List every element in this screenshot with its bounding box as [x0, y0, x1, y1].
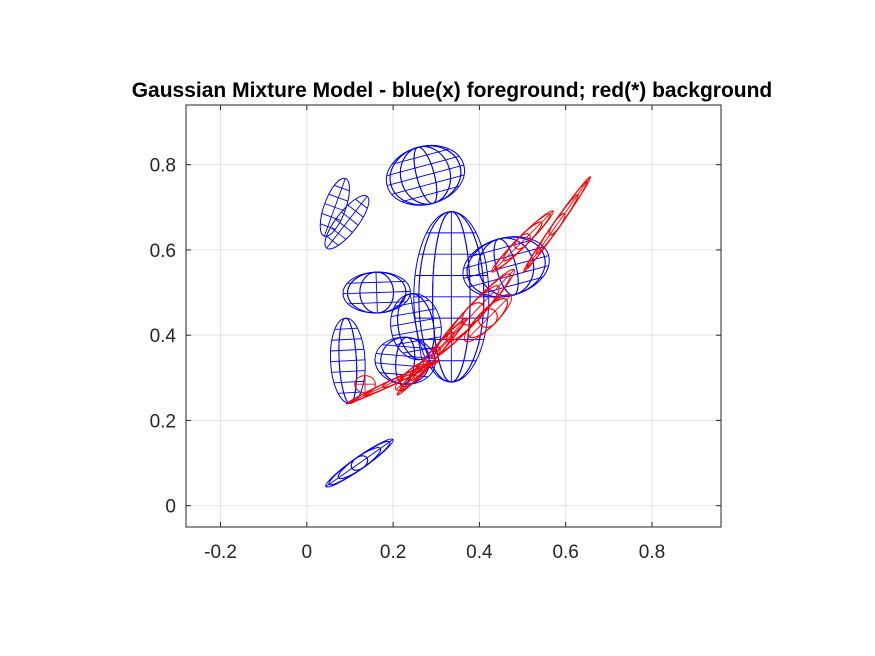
background-ellipsoid: [463, 293, 513, 343]
ellipsoid-meridian: [418, 211, 485, 383]
ellipsoid-meridian: [526, 180, 588, 268]
ellipsoid-latitude: [386, 155, 460, 177]
ellipsoid-latitude: [386, 164, 464, 187]
ellipsoid-latitude: [331, 338, 362, 341]
ellipsoid-meridian: [400, 321, 464, 392]
x-tick-label: 0: [302, 542, 313, 563]
x-tick-label: 0.6: [552, 542, 578, 563]
plot-area: [185, 104, 722, 528]
ellipsoid-latitude: [331, 370, 366, 373]
y-tick-label: 0.4: [150, 326, 177, 347]
foreground-ellipsoid: [342, 271, 411, 314]
ellipsoid-latitude: [334, 327, 358, 330]
ellipsoid-meridian: [466, 236, 546, 298]
foreground-ellipsoid: [324, 195, 370, 250]
ellipsoid-meridian: [350, 361, 436, 403]
ellipsoid-latitude: [338, 391, 361, 394]
ellipsoid-meridian: [326, 196, 368, 249]
x-tick-label: 0.4: [466, 542, 493, 563]
ellipsoid-latitude: [479, 276, 543, 295]
ellipsoid-latitude: [491, 210, 554, 273]
ellipsoid-latitude: [431, 269, 515, 359]
ellipsoid-meridian: [494, 213, 551, 270]
ellipsoid-meridian: [397, 293, 435, 361]
ellipsoid-meridian: [389, 145, 462, 206]
ellipsoid-latitude: [333, 380, 364, 384]
ellipsoid-latitude: [468, 265, 549, 288]
plot-background: [186, 105, 721, 527]
axes-box: [185, 104, 722, 528]
ellipsoid-latitude: [345, 359, 441, 405]
tick-marks: [186, 105, 721, 527]
y-tick-labels: 0 0.2 0.4 0.6 0.8: [150, 156, 177, 518]
ellipsoid-latitude: [464, 294, 512, 342]
x-tick-label: -0.2: [204, 542, 237, 563]
ellipsoid-latitude: [469, 239, 533, 258]
foreground-ellipsoid: [385, 145, 466, 206]
background-ellipsoid: [396, 317, 468, 396]
chart-title: Gaussian Mixture Model - blue(x) foregro…: [132, 79, 773, 102]
ellipsoid-latitude: [330, 359, 366, 363]
ellipsoid-latitude: [401, 185, 460, 203]
x-tick-labels: -0.2 0 0.2 0.4 0.6 0.8: [204, 542, 665, 563]
background-ellipsoid: [523, 176, 592, 273]
y-tick-label: 0: [165, 497, 176, 518]
ellipsoids: [319, 145, 592, 488]
ellipsoid-latitude: [330, 348, 364, 352]
ellipsoid-latitude: [391, 148, 450, 165]
ellipsoid-outline: [319, 177, 350, 237]
background-ellipsoid: [345, 359, 441, 405]
foreground-ellipsoid: [413, 211, 490, 383]
ellipsoid-latitude: [391, 174, 465, 195]
y-tick-label: 0.6: [150, 241, 176, 262]
ellipsoid-meridian: [409, 293, 423, 360]
ellipsoid-meridian: [468, 298, 508, 339]
x-tick-label: 0.2: [380, 542, 406, 563]
ellipsoid-meridian: [328, 440, 391, 486]
ellipsoid-latitude: [396, 317, 467, 396]
foreground-ellipsoid: [319, 177, 350, 237]
ellipsoid-meridian: [347, 271, 407, 314]
ellipsoid-meridian: [323, 178, 346, 237]
ellipsoid-latitude: [325, 439, 394, 487]
y-tick-label: 0.2: [150, 411, 176, 432]
y-tick-label: 0.8: [150, 156, 176, 177]
x-tick-label: 0.8: [639, 542, 665, 563]
ellipsoid-latitude: [523, 176, 591, 273]
ellipsoid-meridian: [375, 272, 378, 314]
foreground-ellipsoid: [325, 438, 394, 488]
ellipsoid-latitude: [382, 344, 431, 350]
background-ellipsoid: [491, 210, 554, 273]
